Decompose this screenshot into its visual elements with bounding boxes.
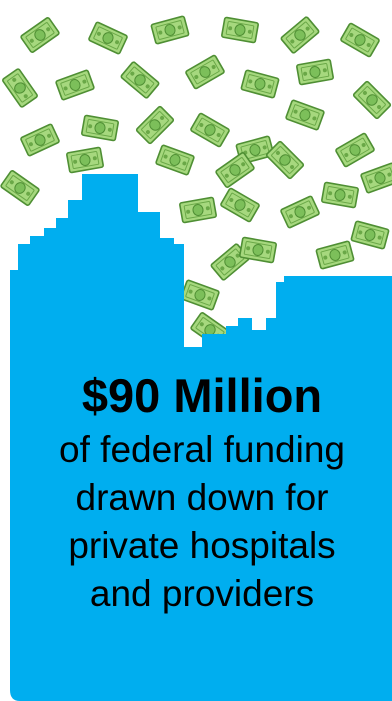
money-bill-icon bbox=[19, 16, 61, 54]
city-skyline bbox=[10, 174, 392, 701]
body-line-2: drawn down for bbox=[75, 477, 329, 518]
money-bill-icon bbox=[19, 122, 61, 158]
money-bill-icon bbox=[350, 220, 390, 250]
money-bill-icon bbox=[359, 161, 392, 195]
body-line-3: private hospitals bbox=[68, 525, 336, 566]
money-bill-icon bbox=[279, 15, 321, 55]
money-bill-icon bbox=[87, 20, 129, 56]
money-bill-icon bbox=[315, 240, 355, 270]
money-bill-icon bbox=[184, 54, 226, 90]
info-text: $90 Million of federal funding drawn dow… bbox=[12, 366, 392, 618]
money-bill-icon bbox=[119, 60, 161, 100]
money-bill-icon bbox=[179, 278, 221, 312]
money-bill-icon bbox=[220, 16, 260, 44]
money-bill-icon bbox=[352, 80, 392, 120]
money-bill-icon bbox=[178, 196, 218, 224]
money-bill-icon bbox=[320, 181, 360, 209]
money-bill-icon bbox=[0, 169, 41, 207]
body-line-4: and providers bbox=[89, 573, 315, 614]
money-bill-icon bbox=[339, 22, 381, 58]
money-bill-icon bbox=[240, 69, 280, 99]
headline-amount: $90 Million bbox=[81, 369, 323, 422]
money-bill-icon bbox=[334, 132, 376, 168]
money-bill-icon bbox=[189, 112, 231, 148]
money-bill-icon bbox=[154, 143, 196, 177]
money-bill-icon bbox=[1, 67, 39, 109]
money-bill-icon bbox=[150, 15, 190, 45]
money-bill-icon bbox=[80, 114, 120, 142]
money-bill-icon bbox=[219, 187, 261, 223]
money-bill-icon bbox=[279, 194, 321, 230]
money-bill-icon bbox=[295, 58, 335, 86]
money-bill-icon bbox=[65, 146, 105, 174]
money-bill-icon bbox=[54, 68, 96, 102]
body-line-1: of federal funding bbox=[59, 429, 345, 470]
money-bill-icon bbox=[284, 98, 326, 132]
money-bill-icon bbox=[135, 105, 175, 145]
